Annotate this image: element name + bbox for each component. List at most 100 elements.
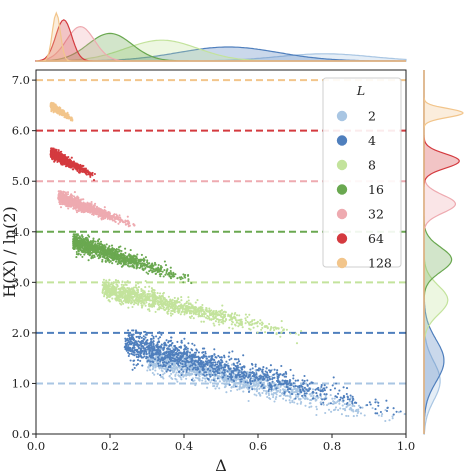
data-point-L2 [403,413,406,416]
data-point-L8 [110,286,113,289]
data-point-L8 [108,295,111,298]
data-point-L16 [117,248,120,251]
data-point-L4 [170,336,173,339]
data-point-L8 [137,282,140,285]
data-point-L2 [380,414,383,418]
data-point-L4 [213,371,216,374]
data-point-L4 [249,371,252,374]
data-point-L16 [148,270,151,273]
data-point-L2 [276,390,279,393]
data-point-L4 [335,382,338,385]
data-point-L8 [269,327,272,330]
data-point-L4 [143,349,146,352]
data-point-L4 [176,360,180,363]
data-point-L2 [270,375,273,378]
data-point-L2 [152,366,155,370]
data-point-L2 [255,390,258,393]
data-point-L4 [359,406,362,409]
data-point-L16 [171,274,175,277]
data-point-L2 [233,381,236,385]
data-point-L16 [137,258,140,261]
data-point-L16 [84,251,87,254]
data-point-L16 [128,257,131,261]
data-point-L4 [306,384,309,387]
data-point-L2 [195,371,198,374]
data-point-L4 [308,387,312,391]
data-point-L4 [262,366,265,369]
data-point-L16 [92,237,95,240]
data-point-L4 [174,353,177,356]
data-point-L8 [228,326,231,329]
data-point-L16 [124,247,127,250]
data-point-L4 [248,373,252,376]
data-point-L2 [194,384,197,387]
data-point-L2 [246,386,249,389]
data-point-L8 [110,290,113,293]
data-point-L16 [111,251,114,254]
data-point-L16 [146,265,149,268]
data-point-L8 [127,288,130,291]
data-point-L16 [88,249,91,252]
data-point-L2 [227,382,230,385]
data-point-L2 [340,413,343,416]
data-point-L16 [101,244,104,247]
data-point-L4 [138,337,141,340]
data-point-L8 [144,280,147,283]
data-point-L16 [101,250,104,253]
data-point-L2 [175,367,178,370]
data-point-L8 [191,304,194,307]
data-point-L8 [127,296,130,299]
data-point-L8 [176,297,180,300]
data-point-L4 [130,333,133,336]
data-point-L4 [246,381,249,384]
data-point-L16 [130,256,133,259]
data-point-L4 [345,387,349,390]
data-point-L8 [282,329,285,332]
data-point-L16 [106,249,109,252]
data-point-L8 [240,323,244,326]
data-point-L4 [254,376,258,379]
data-point-L8 [143,302,146,305]
data-point-L16 [176,277,179,280]
data-point-L8 [194,310,197,313]
data-point-L16 [93,254,96,257]
data-point-L16 [119,260,122,263]
data-point-L2 [156,372,159,375]
data-point-L8 [148,305,151,308]
data-point-L4 [201,369,205,372]
data-point-L8 [222,322,225,325]
data-point-L4 [294,379,297,382]
data-point-L4 [185,359,188,362]
data-point-L8 [177,310,180,313]
data-point-L4 [321,389,325,393]
data-point-L8 [140,304,143,307]
data-point-L4 [247,390,251,393]
series-L16 [72,233,193,285]
data-point-L4 [271,380,274,383]
data-point-L2 [221,382,224,385]
data-point-L16 [86,238,89,241]
data-point-L2 [201,379,204,382]
data-point-L4 [181,363,184,366]
data-point-L8 [184,311,187,314]
data-point-L4 [127,354,130,358]
data-point-L16 [81,243,85,246]
data-point-L4 [151,334,154,337]
data-point-L4 [136,363,139,366]
data-point-L4 [227,366,230,369]
data-point-L16 [99,247,102,251]
data-point-L4 [169,357,172,360]
data-point-L2 [348,403,351,406]
data-point-L8 [180,296,183,299]
data-point-L16 [120,249,123,253]
data-point-L4 [197,359,200,362]
data-point-L4 [346,398,350,401]
data-point-L16 [114,249,117,252]
data-point-L8 [137,286,140,289]
data-point-L4 [289,388,292,391]
data-point-L4 [183,348,186,351]
data-point-L4 [143,347,147,350]
data-point-L4 [241,365,244,369]
data-point-L2 [238,388,241,391]
data-point-L8 [192,306,196,309]
